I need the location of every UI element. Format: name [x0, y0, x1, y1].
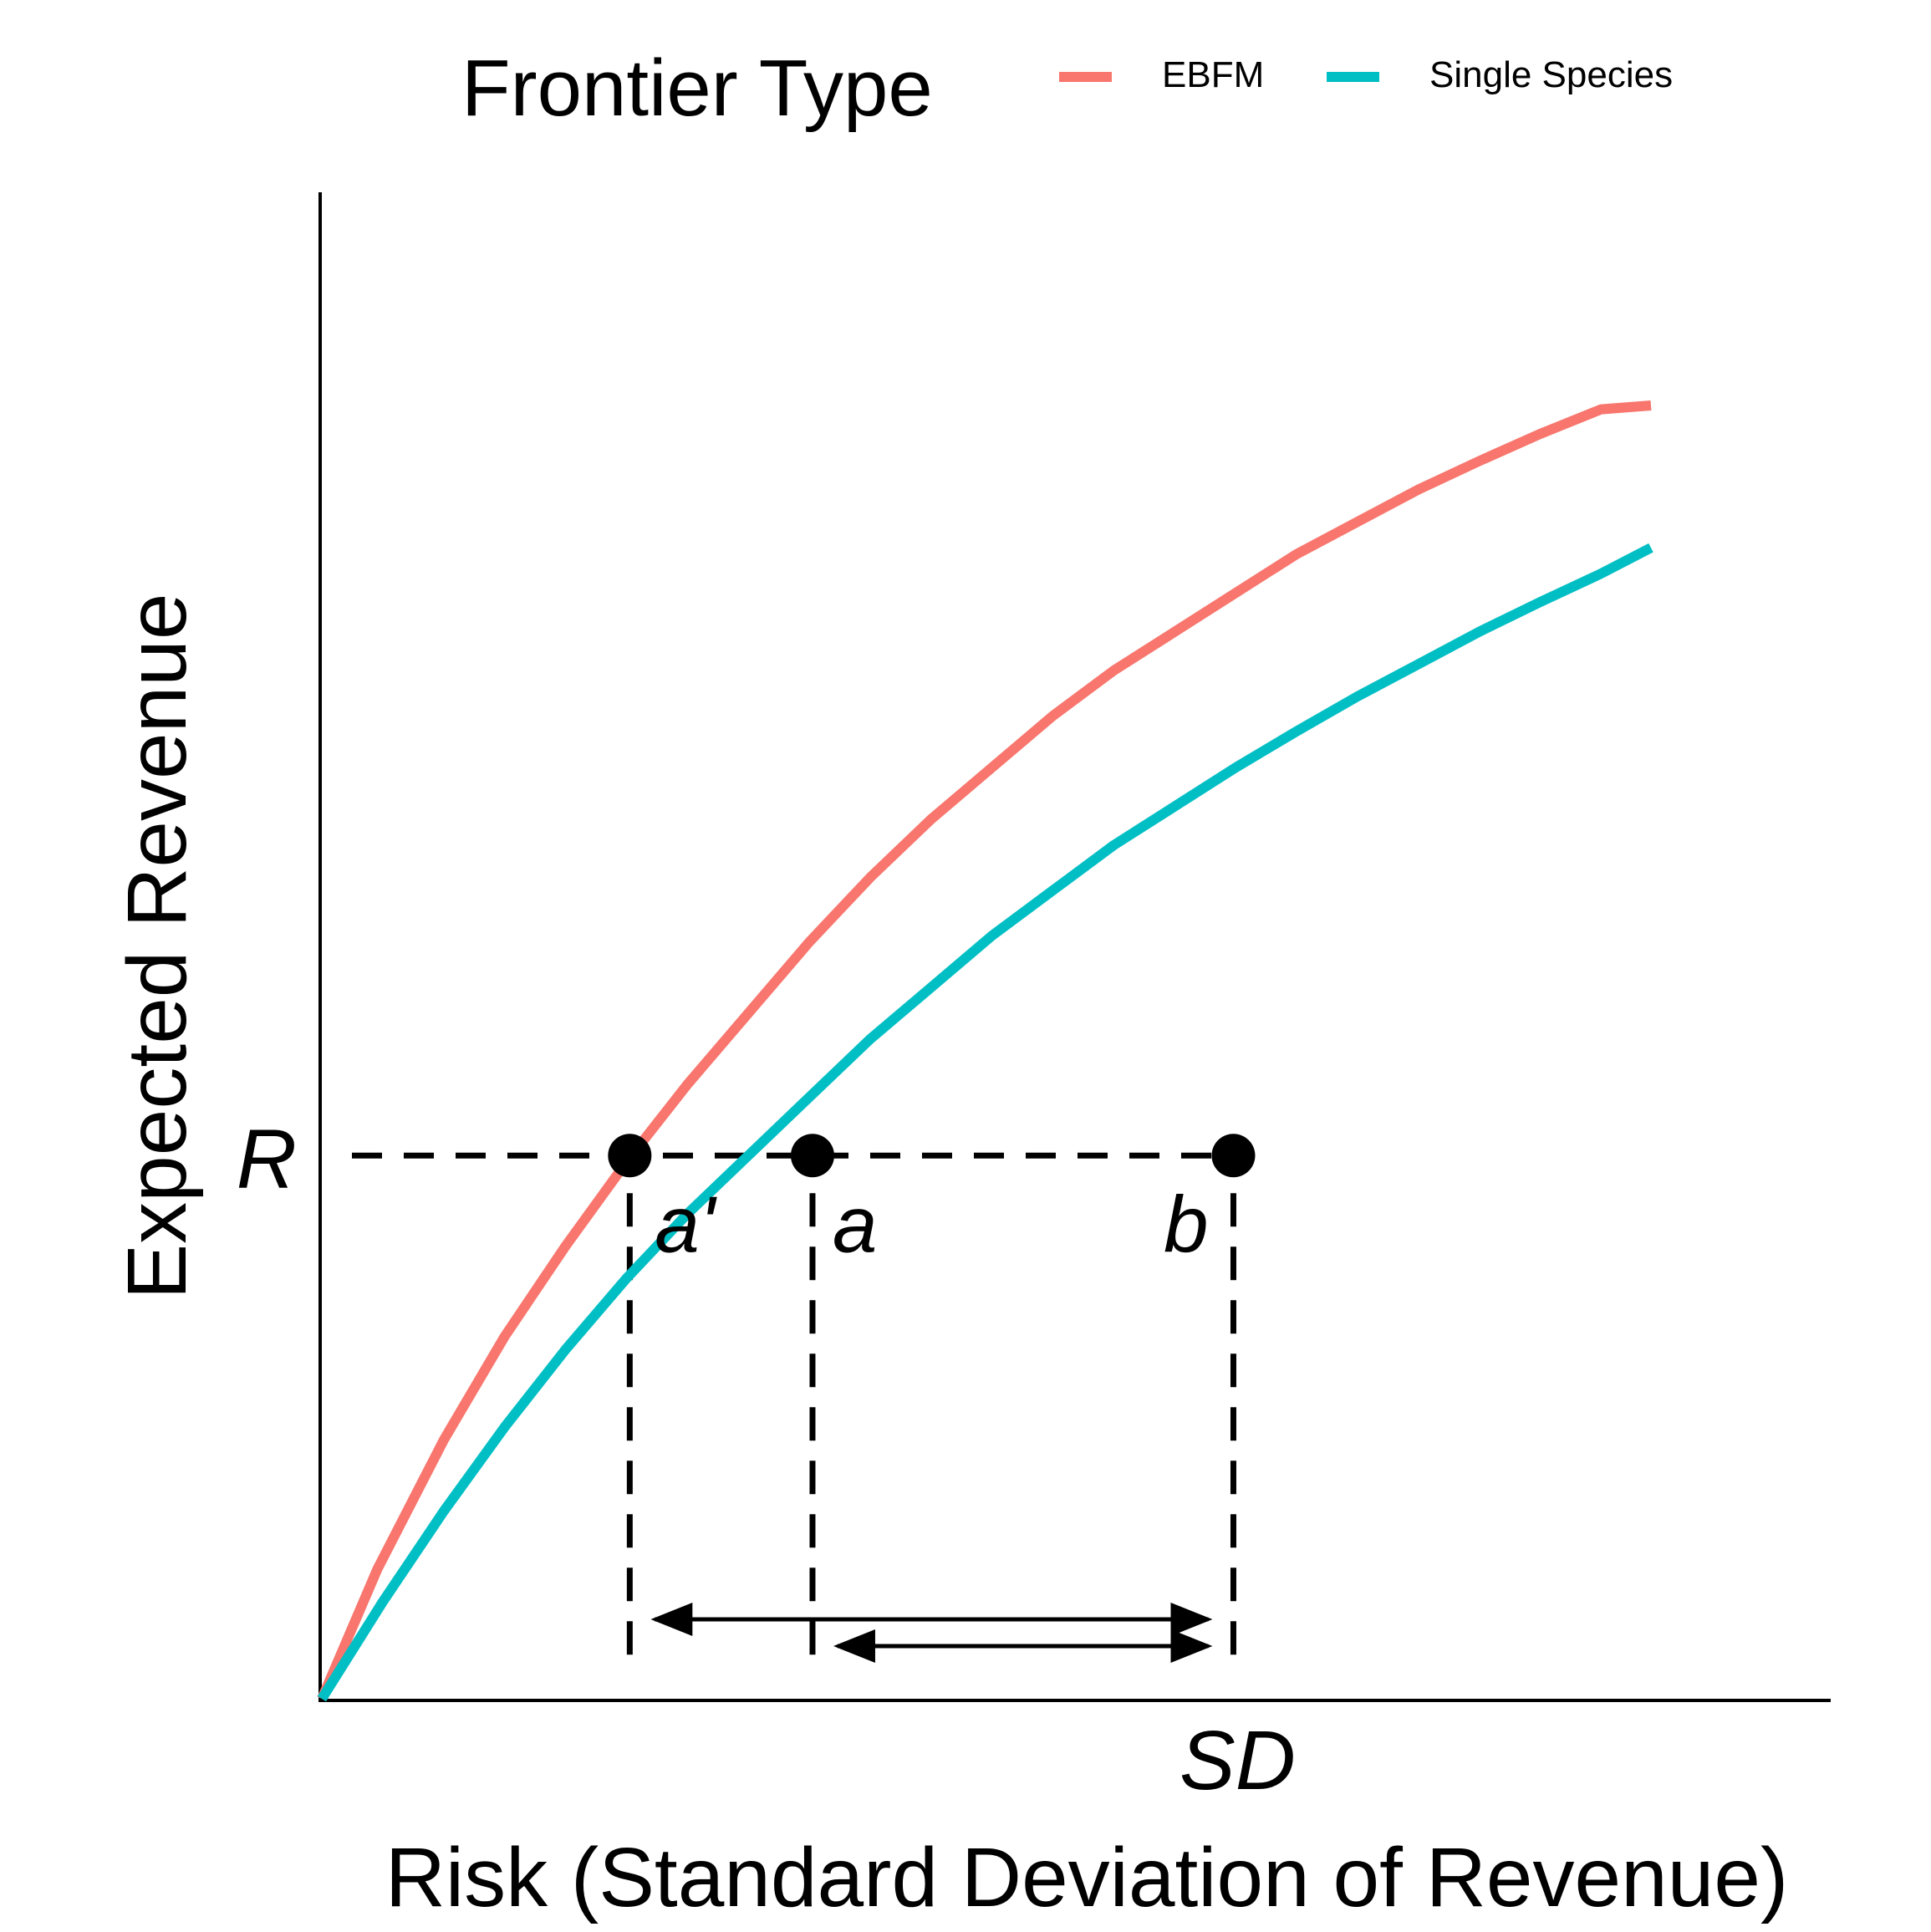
legend-label-single-species: Single Species: [1429, 54, 1673, 95]
frontier-series: [317, 400, 1653, 1702]
annotation-labels: Ra' a b SD: [237, 1112, 1296, 1807]
legend-title: Frontier Type: [461, 43, 933, 133]
point-label-a: a: [833, 1180, 877, 1269]
revenue-points: [608, 1134, 1256, 1178]
y-axis-title: Expected Revenue: [110, 593, 204, 1299]
dashed-guides: [352, 1152, 1236, 1669]
legend: Frontier Type EBFM Single Species: [461, 43, 1673, 133]
point-a: [608, 1134, 652, 1178]
reference-label: R: [237, 1112, 297, 1206]
point-b: [1211, 1134, 1256, 1178]
legend-label-ebfm: EBFM: [1162, 54, 1264, 95]
series-line-single-species: [317, 543, 1653, 1702]
point-label-b: b: [1164, 1180, 1208, 1269]
x-marker-label: SD: [1179, 1714, 1296, 1807]
risk-arrows: [650, 1603, 1213, 1663]
series-line-ebfm: [317, 400, 1652, 1701]
point-a: [790, 1134, 834, 1178]
x-axis-title: Risk (Standard Deviation of Revenue): [385, 1831, 1789, 1924]
point-label-a: a': [655, 1180, 717, 1269]
